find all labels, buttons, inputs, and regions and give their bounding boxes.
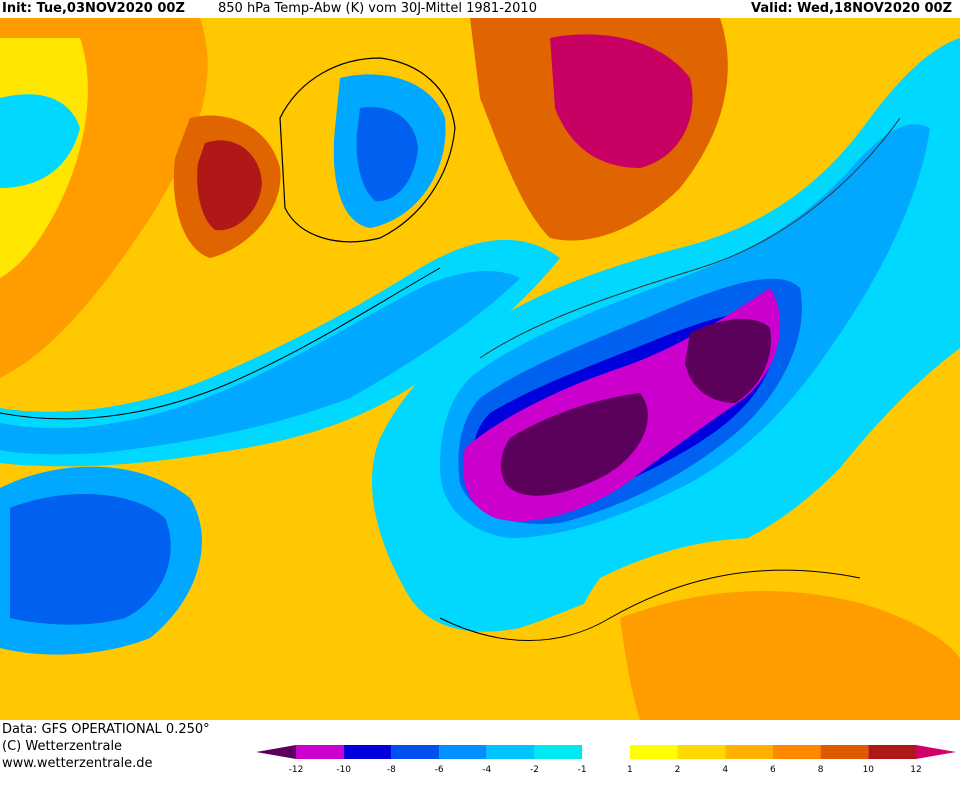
strong-warm-greenland: [197, 140, 262, 231]
legend-tick-label: -12: [289, 765, 304, 775]
map-title: 850 hPa Temp-Abw (K) vom 30J-Mittel 1981…: [218, 1, 537, 16]
legend-swatch: [391, 745, 440, 759]
legend-swatch: [677, 745, 726, 759]
copyright: (C) Wetterzentrale: [2, 739, 123, 754]
legend-swatch: [439, 745, 487, 759]
legend-arrow-high: [916, 745, 956, 759]
legend-swatch: [725, 745, 773, 759]
extreme-cold-france: [500, 393, 648, 496]
valid-time: Valid: Wed,18NOV2020 00Z: [751, 1, 952, 16]
map-header: Init: Tue,03NOV2020 00Z 850 hPa Temp-Abw…: [0, 0, 960, 18]
legend-tick-label: -2: [530, 765, 539, 775]
coastline-europe: [479, 117, 901, 359]
cold-pocket-west: [0, 94, 80, 188]
legend-tick-label: -4: [482, 765, 491, 775]
legend-swatch: [582, 745, 630, 759]
legend-tick-label: 10: [863, 765, 875, 775]
legend-tick-label: 1: [627, 765, 633, 775]
website-url: www.wetterzentrale.de: [2, 756, 153, 771]
legend-tick-label: 4: [722, 765, 728, 775]
legend-tick-label: 2: [675, 765, 681, 775]
legend-swatch: [820, 745, 869, 759]
legend-arrow-low: [256, 745, 296, 759]
legend-tick-label: -10: [336, 765, 351, 775]
legend-tick-label: -1: [578, 765, 587, 775]
legend-tick-label: 8: [818, 765, 824, 775]
legend-tick-label: -6: [435, 765, 444, 775]
legend-swatch: [534, 745, 583, 759]
color-scale-legend: -12 -10 -8 -6 -4 -2 -1 1 2 4 6 8 10 12: [256, 745, 956, 775]
legend-tick-label: -8: [387, 765, 396, 775]
extreme-cold-central-europe: [685, 318, 771, 403]
map-footer: Data: GFS OPERATIONAL 0.250° (C) Wetterz…: [0, 720, 960, 794]
temperature-anomaly-map: [0, 18, 960, 720]
legend-tick-label: 12: [910, 765, 921, 775]
anomaly-field: [0, 18, 960, 720]
coastline-greenland: [279, 57, 456, 243]
legend-swatch: [343, 745, 392, 759]
init-time: Init: Tue,03NOV2020 00Z: [2, 1, 185, 16]
warm-north-africa: [620, 591, 960, 720]
legend-swatch: [772, 745, 821, 759]
cold-band-atlantic-core: [0, 271, 520, 455]
legend-swatch: [296, 745, 344, 759]
cold-southwest-core: [10, 494, 171, 625]
legend-swatch: [868, 745, 916, 759]
legend-swatch: [629, 745, 678, 759]
contour-line-south: [439, 569, 861, 641]
data-source: Data: GFS OPERATIONAL 0.250°: [2, 722, 210, 737]
legend-swatch: [486, 745, 535, 759]
strong-warm-scandinavia: [550, 34, 693, 168]
cold-greenland-sea-core: [356, 107, 418, 202]
contour-line-atlantic: [0, 267, 441, 420]
legend-tick-label: 6: [770, 765, 776, 775]
